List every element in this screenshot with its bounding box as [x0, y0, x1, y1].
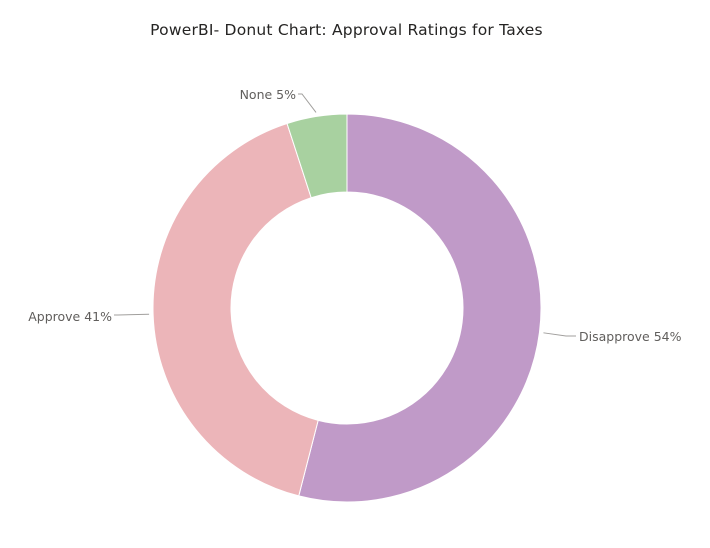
donut-slice-approve[interactable] [152, 122, 319, 497]
slice-label-approve: Approve 41% [28, 309, 112, 324]
leader-line-disapprove [543, 332, 576, 337]
slice-label-none: None 5% [240, 87, 297, 102]
slice-label-disapprove: Disapprove 54% [579, 329, 682, 344]
chart-title: PowerBI- Donut Chart: Approval Ratings f… [150, 21, 543, 39]
donut-slice-disapprove[interactable] [298, 113, 542, 503]
leader-line-none [298, 93, 317, 113]
donut-slice-none[interactable] [286, 113, 348, 199]
leader-line-approve [114, 313, 150, 316]
